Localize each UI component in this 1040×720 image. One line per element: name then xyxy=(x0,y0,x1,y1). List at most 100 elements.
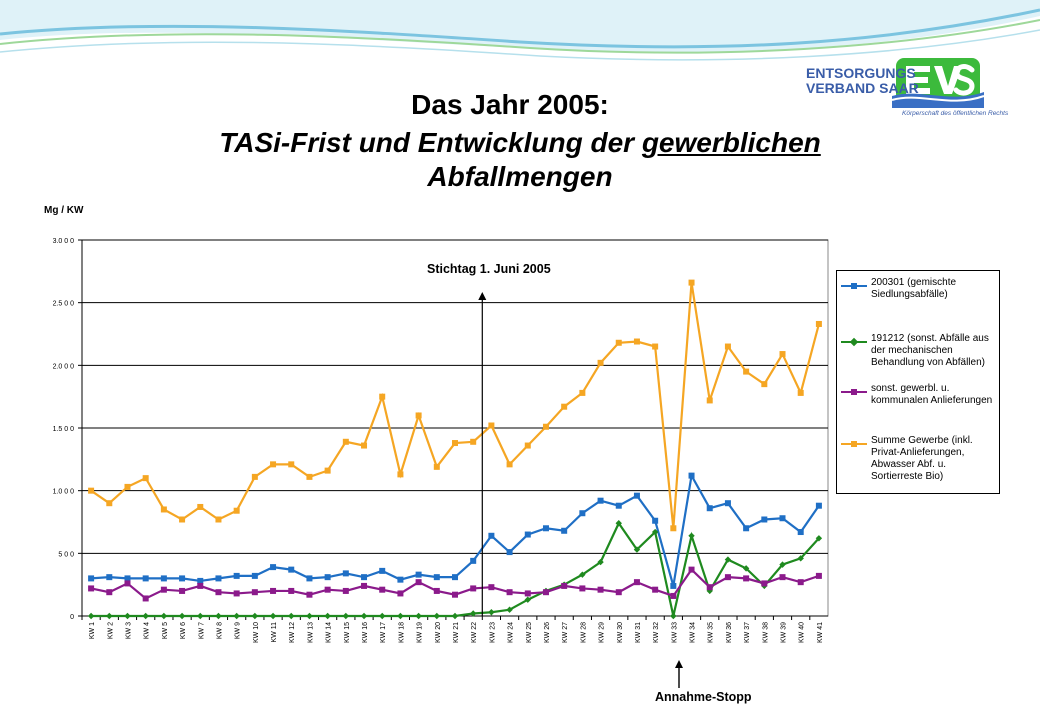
data-point xyxy=(233,590,240,597)
x-tick-label: KW 34 xyxy=(690,622,697,643)
data-point xyxy=(179,516,186,523)
x-tick-label: KW 18 xyxy=(398,622,405,643)
data-point xyxy=(88,575,95,582)
data-point xyxy=(270,587,277,594)
data-point xyxy=(452,591,458,598)
data-point xyxy=(761,580,768,587)
logo-text-line-1: ENTSORGUNGS xyxy=(806,65,916,81)
x-tick-label: KW 27 xyxy=(562,622,569,643)
data-point xyxy=(251,612,259,620)
slide-title-line-1: Das Jahr 2005: xyxy=(411,89,609,120)
data-point xyxy=(724,500,731,507)
x-tick-label: KW 40 xyxy=(799,622,806,643)
data-point xyxy=(706,505,713,512)
data-point xyxy=(179,575,186,582)
data-point xyxy=(470,438,477,445)
header-wave-blue xyxy=(0,8,1040,49)
data-point xyxy=(470,557,477,564)
data-point xyxy=(88,487,95,494)
data-point xyxy=(342,438,349,445)
data-point xyxy=(743,368,750,375)
data-point xyxy=(270,564,277,571)
data-point xyxy=(233,572,240,579)
data-point xyxy=(670,592,677,599)
data-point xyxy=(797,529,804,536)
x-tick-label: KW 16 xyxy=(362,622,369,643)
data-point xyxy=(306,591,313,598)
x-tick-label: KW 1 xyxy=(89,622,96,639)
data-point xyxy=(197,582,204,589)
x-tick-label: KW 37 xyxy=(744,622,751,643)
data-point xyxy=(579,571,586,578)
x-tick-label: KW 39 xyxy=(781,622,788,643)
x-tick-label: KW 36 xyxy=(726,622,733,643)
x-tick-label: KW 28 xyxy=(580,622,587,643)
legend-label-200301: 200301 (gemischte Siedlungsabfälle) xyxy=(871,277,957,300)
data-point xyxy=(652,517,659,524)
data-point xyxy=(797,555,804,562)
data-point xyxy=(797,579,804,586)
data-point xyxy=(488,584,495,591)
data-point xyxy=(433,587,440,594)
legend-swatch-200301 xyxy=(841,283,867,289)
x-tick-label: KW 4 xyxy=(144,622,151,639)
header-wave-light xyxy=(0,0,1040,53)
data-point xyxy=(706,584,713,591)
data-point xyxy=(415,412,422,419)
data-point xyxy=(779,351,786,358)
data-point xyxy=(251,589,258,596)
x-tick-label: KW 11 xyxy=(271,622,278,643)
data-point xyxy=(106,612,113,620)
data-point xyxy=(106,500,113,507)
data-point xyxy=(342,587,349,594)
data-point xyxy=(779,515,786,522)
data-point xyxy=(615,502,622,509)
x-tick-label: KW 15 xyxy=(344,622,351,643)
x-tick-label: KW 24 xyxy=(508,622,515,643)
data-point xyxy=(215,575,222,582)
y-tick-label: 2.0 0 0 xyxy=(53,363,75,370)
data-point xyxy=(142,575,149,582)
data-point xyxy=(652,343,659,350)
data-point xyxy=(124,612,131,620)
x-tick-label: KW 32 xyxy=(653,622,660,643)
data-point xyxy=(506,606,513,613)
x-tick-label: KW 29 xyxy=(599,622,606,643)
data-point xyxy=(597,497,604,504)
data-point xyxy=(779,574,786,581)
data-point xyxy=(742,565,750,572)
data-point xyxy=(124,580,131,587)
data-point xyxy=(633,579,640,586)
data-point xyxy=(397,612,404,620)
data-point xyxy=(342,612,350,620)
slide-title-line-2: TASi-Frist und Entwicklung der gewerblic… xyxy=(0,126,1040,160)
data-point xyxy=(160,586,167,593)
data-point xyxy=(706,397,713,404)
data-point xyxy=(433,463,440,470)
data-point xyxy=(743,575,750,582)
data-point xyxy=(688,472,695,479)
data-point xyxy=(324,586,331,593)
data-point xyxy=(288,587,295,594)
evs-logo-mark xyxy=(891,58,985,108)
data-point xyxy=(688,532,695,539)
x-tick-label: KW 23 xyxy=(489,622,496,643)
legend-marker xyxy=(851,441,857,447)
data-point xyxy=(160,612,168,620)
legend-swatch-summe-gewerbe xyxy=(841,441,867,447)
data-point xyxy=(360,612,368,620)
x-tick-label: KW 8 xyxy=(216,622,223,639)
data-point xyxy=(270,461,277,468)
x-tick-label: KW 10 xyxy=(253,622,260,643)
data-point xyxy=(197,577,204,584)
data-point xyxy=(743,525,750,532)
data-point xyxy=(415,579,422,586)
x-tick-label: KW 20 xyxy=(435,622,442,643)
data-point xyxy=(124,575,131,582)
logo-text-line-2: VERBAND SAAR xyxy=(806,80,919,96)
x-tick-label: KW 19 xyxy=(417,622,424,643)
data-point xyxy=(761,516,768,523)
data-point xyxy=(470,585,477,592)
data-point xyxy=(579,389,586,396)
